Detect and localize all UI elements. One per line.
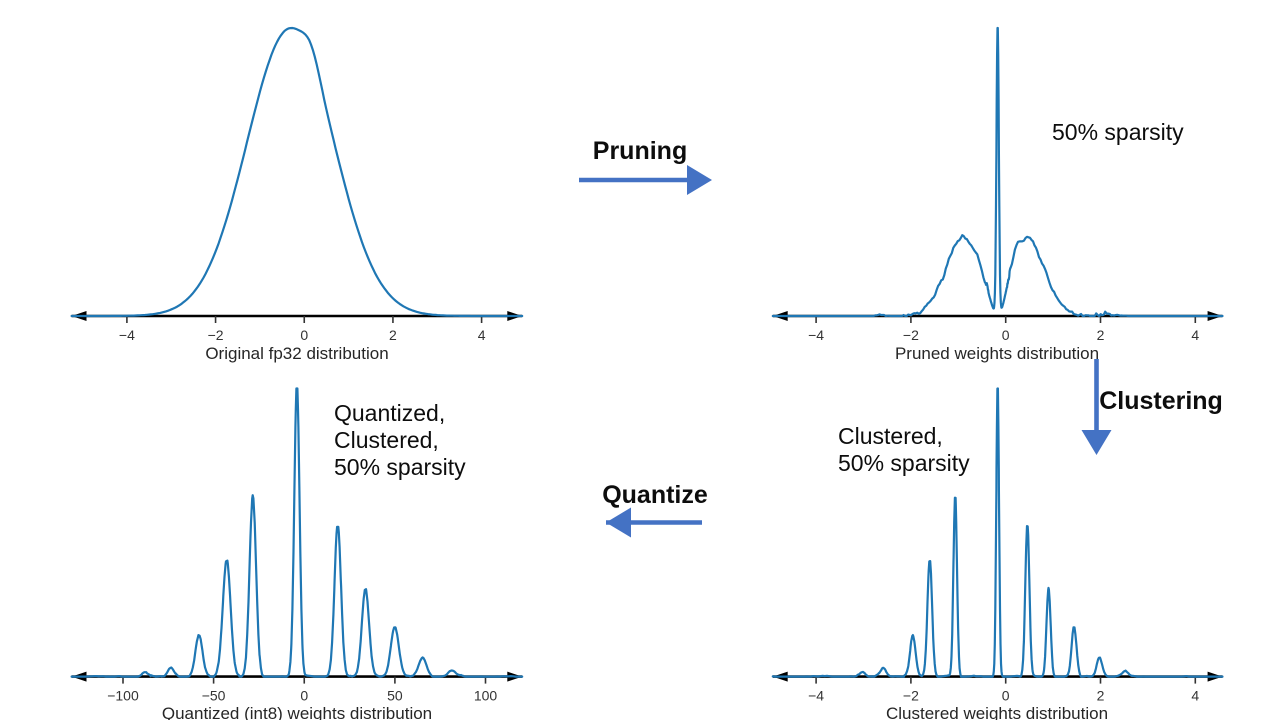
- svg-text:−4: −4: [808, 327, 824, 343]
- svg-text:Clustered,: Clustered,: [838, 423, 943, 449]
- svg-text:−4: −4: [119, 327, 135, 343]
- svg-text:Quantized,: Quantized,: [334, 400, 445, 426]
- svg-text:Clustering: Clustering: [1099, 387, 1223, 415]
- svg-text:Clustered weights distribution: Clustered weights distribution: [886, 704, 1108, 720]
- svg-text:4: 4: [1191, 688, 1199, 704]
- svg-text:−100: −100: [107, 688, 139, 704]
- svg-text:2: 2: [1097, 327, 1105, 343]
- svg-text:0: 0: [300, 688, 308, 704]
- svg-text:−2: −2: [903, 688, 919, 704]
- svg-text:50% sparsity: 50% sparsity: [838, 450, 970, 476]
- svg-text:2: 2: [389, 327, 397, 343]
- svg-text:−2: −2: [208, 327, 224, 343]
- svg-text:0: 0: [1002, 327, 1010, 343]
- svg-text:50% sparsity: 50% sparsity: [334, 454, 466, 480]
- svg-text:Original fp32 distribution: Original fp32 distribution: [205, 344, 388, 363]
- svg-text:100: 100: [474, 688, 498, 704]
- svg-text:0: 0: [1002, 688, 1010, 704]
- svg-text:−50: −50: [202, 688, 226, 704]
- svg-text:0: 0: [300, 327, 308, 343]
- svg-text:Pruning: Pruning: [593, 137, 687, 165]
- svg-text:2: 2: [1097, 688, 1105, 704]
- svg-text:Pruned weights distribution: Pruned weights distribution: [895, 344, 1099, 363]
- svg-text:50% sparsity: 50% sparsity: [1052, 119, 1184, 145]
- svg-text:4: 4: [1191, 327, 1199, 343]
- svg-text:−2: −2: [903, 327, 919, 343]
- svg-text:Quantized (int8) weights distr: Quantized (int8) weights distribution: [162, 704, 432, 720]
- svg-text:50: 50: [387, 688, 403, 704]
- svg-text:Quantize: Quantize: [602, 481, 708, 509]
- svg-text:Clustered,: Clustered,: [334, 427, 439, 453]
- svg-text:−4: −4: [808, 688, 824, 704]
- svg-text:4: 4: [478, 327, 486, 343]
